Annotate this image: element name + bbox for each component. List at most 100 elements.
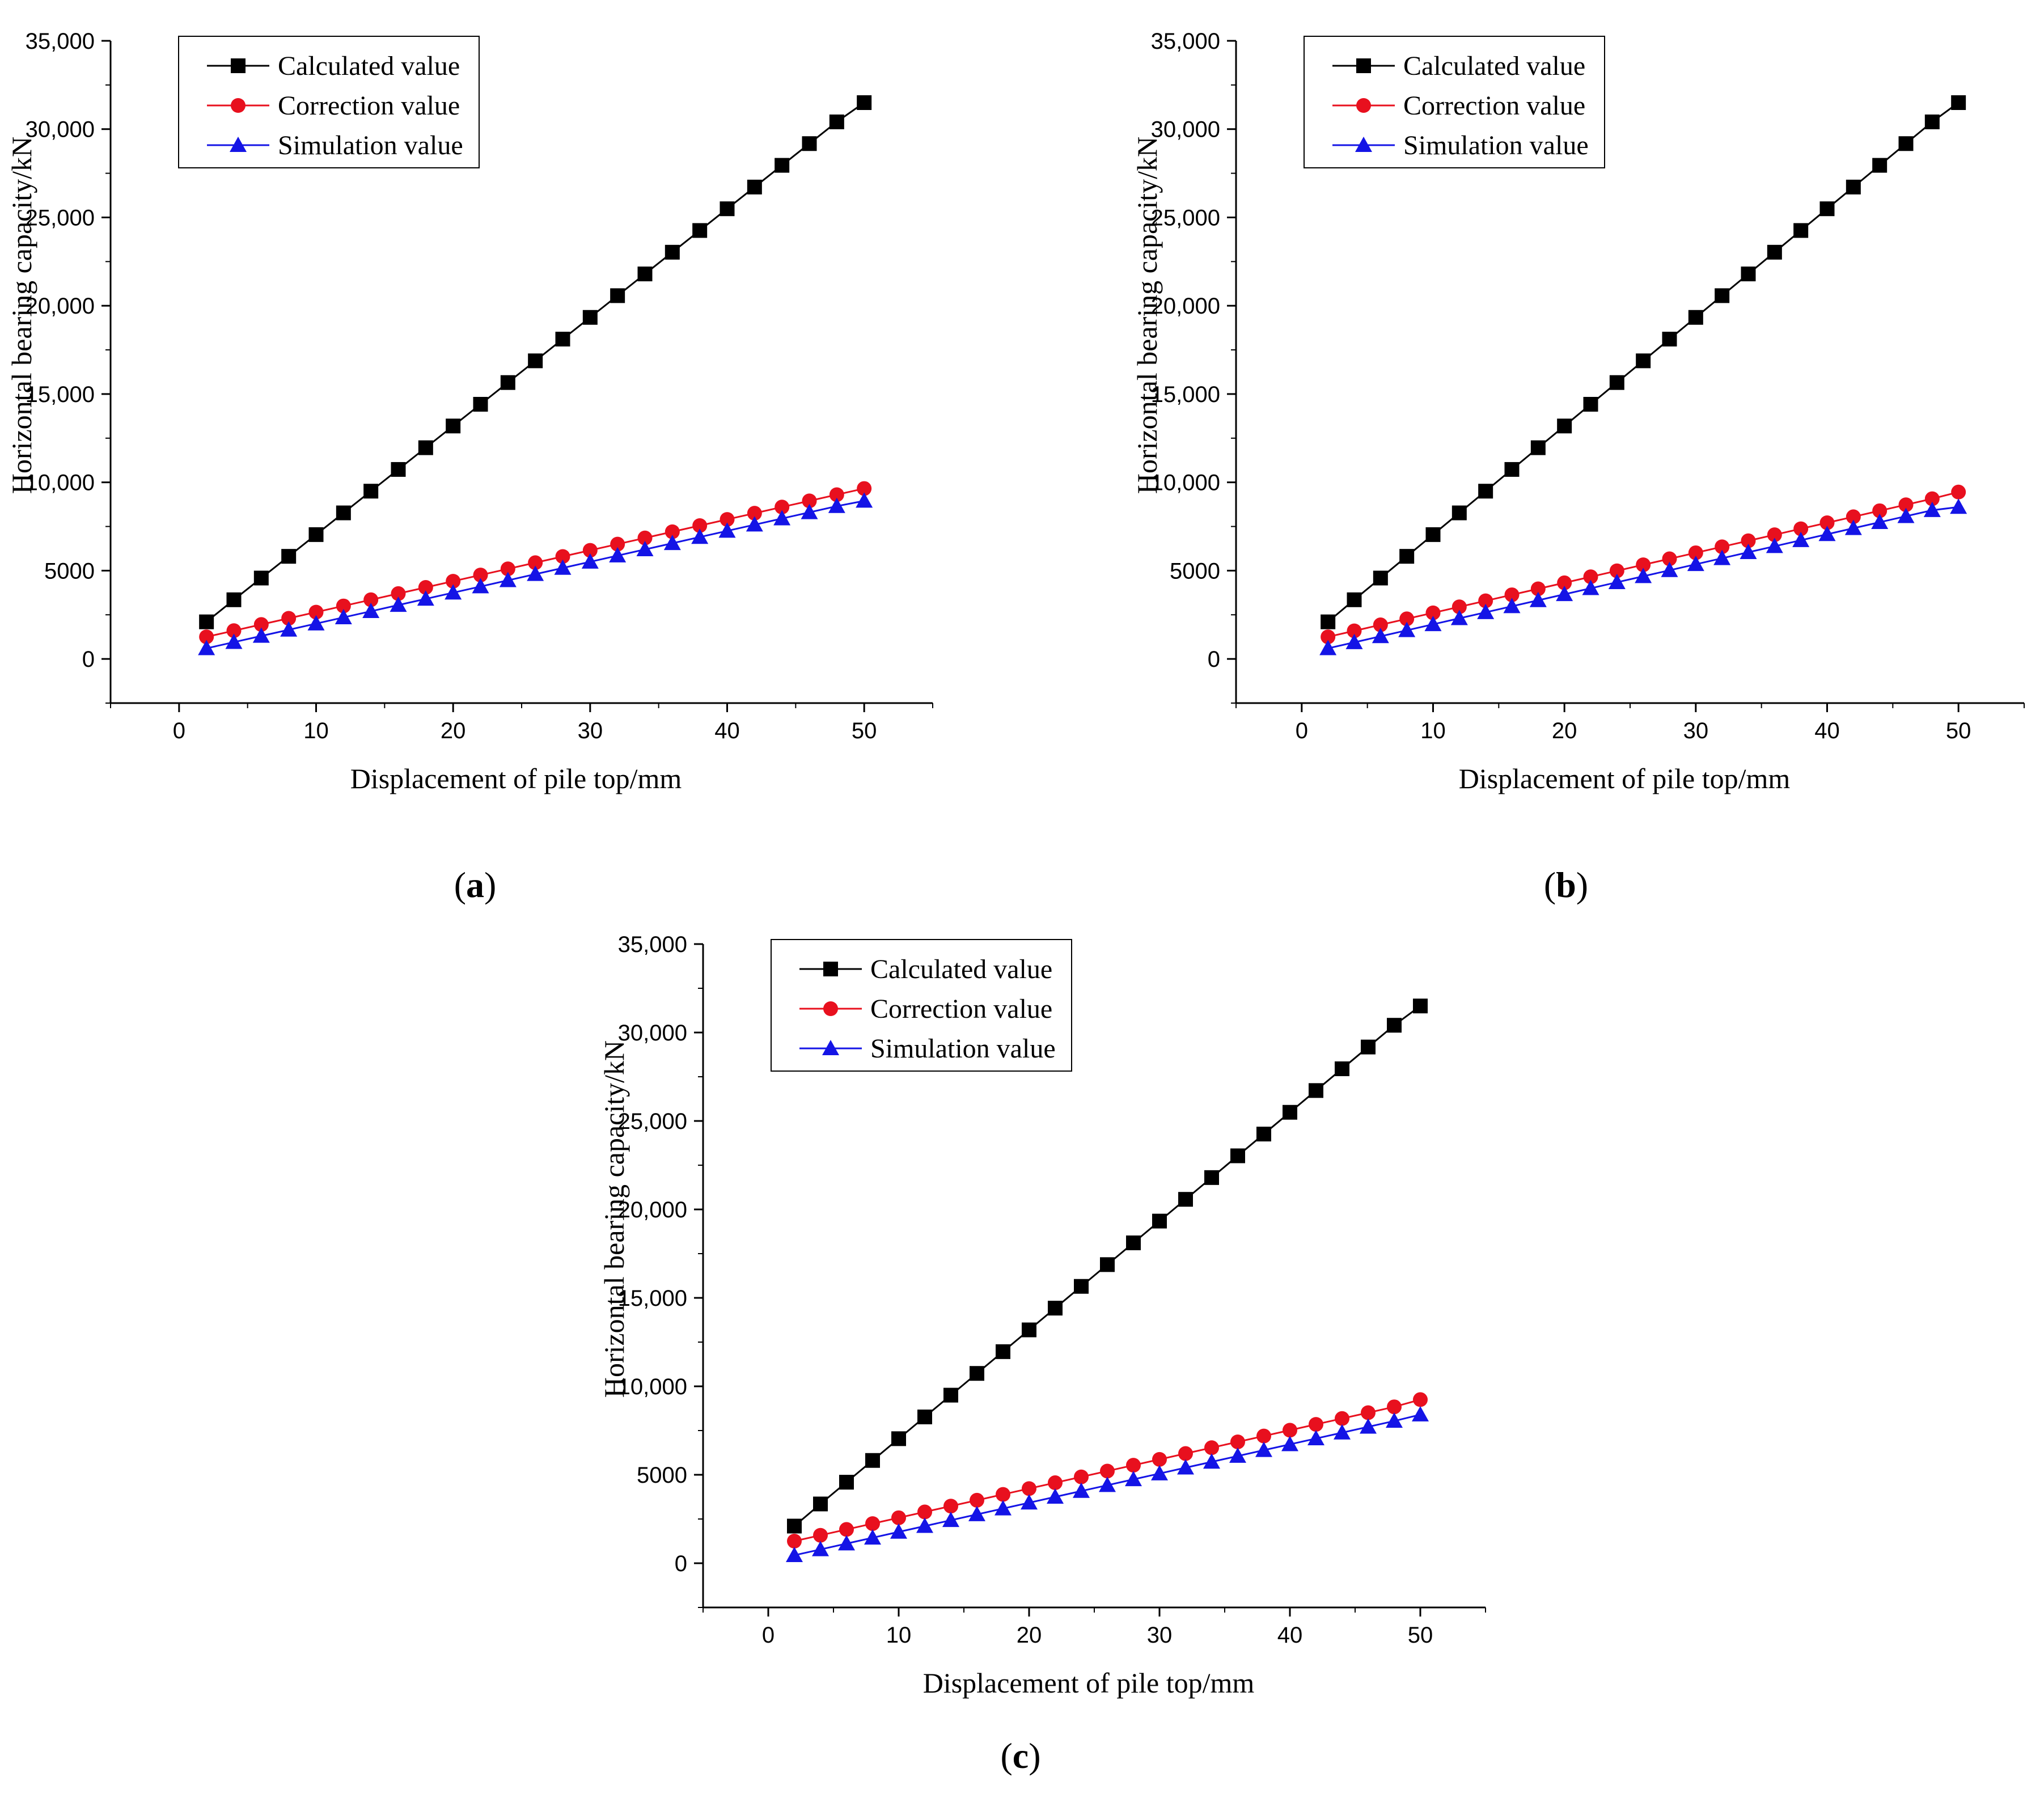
data-point-correction — [720, 512, 735, 527]
chart-panel-a: 0 5000 10,000 15,000 20,000 25,000 30,000 35,00… — [6, 29, 933, 905]
legend-marker-simulation — [822, 1040, 839, 1055]
data-point-correction — [1178, 1446, 1193, 1461]
data-point-calculated — [1451, 505, 1467, 521]
data-point-simulation — [890, 1523, 907, 1539]
data-point-correction — [1100, 1463, 1115, 1479]
data-point-calculated — [281, 549, 297, 564]
data-point-correction — [1283, 1423, 1297, 1438]
data-point-correction — [1451, 599, 1467, 615]
data-point-correction — [747, 506, 762, 521]
data-point-correction — [336, 598, 351, 613]
data-point-simulation — [746, 516, 763, 532]
data-point-calculated — [1530, 440, 1546, 455]
data-point-correction — [610, 536, 625, 552]
data-point-simulation — [864, 1529, 881, 1545]
x-tick-label: 30 — [1683, 718, 1709, 743]
data-point-correction — [1152, 1452, 1167, 1467]
y-tick-label: 30,000 — [26, 117, 95, 142]
data-point-correction — [1688, 545, 1703, 560]
legend-label-calculated: Calculated value — [278, 51, 460, 81]
data-point-simulation — [307, 615, 325, 631]
data-point-correction — [1074, 1469, 1089, 1484]
data-point-calculated — [1583, 396, 1598, 412]
data-point-simulation — [1334, 1424, 1351, 1440]
data-point-correction — [253, 617, 269, 632]
x-tick-label: 40 — [1277, 1623, 1303, 1648]
y-tick-label: 5000 — [44, 558, 95, 583]
data-point-correction — [775, 500, 790, 515]
data-point-correction — [787, 1534, 802, 1548]
data-point-simulation — [1687, 556, 1704, 572]
data-point-simulation — [916, 1517, 933, 1533]
y-tick-label: 35,000 — [1151, 29, 1220, 54]
data-point-calculated — [1387, 1018, 1402, 1033]
data-point-simulation — [1450, 610, 1468, 625]
data-point-correction — [1924, 491, 1940, 506]
data-point-calculated — [1100, 1257, 1115, 1272]
data-point-simulation — [663, 535, 681, 551]
legend-label-correction: Correction value — [278, 91, 460, 121]
y-tick-label: 35,000 — [618, 932, 687, 957]
data-point-correction — [1609, 563, 1624, 578]
legend-marker-simulation — [1355, 137, 1372, 152]
data-point-correction — [308, 604, 324, 620]
data-point-correction — [1819, 515, 1835, 530]
data-point-simulation — [252, 627, 270, 643]
data-point-correction — [1335, 1411, 1349, 1426]
data-point-calculated — [829, 114, 844, 129]
data-point-simulation — [1503, 598, 1521, 613]
data-point-calculated — [582, 310, 598, 325]
data-point-calculated — [996, 1344, 1010, 1359]
data-point-calculated — [787, 1518, 802, 1534]
data-point-calculated — [1413, 998, 1428, 1014]
data-point-calculated — [970, 1366, 984, 1381]
data-point-correction — [692, 518, 708, 533]
data-point-calculated — [1819, 201, 1835, 217]
data-point-calculated — [610, 288, 625, 303]
data-point-calculated — [1636, 353, 1651, 369]
data-point-simulation — [995, 1500, 1012, 1516]
data-point-correction — [1715, 539, 1730, 555]
x-tick-label: 40 — [714, 718, 740, 743]
data-point-simulation — [527, 565, 544, 581]
data-point-correction — [943, 1499, 958, 1514]
y-tick-label: 10,000 — [618, 1374, 687, 1399]
data-point-calculated — [1048, 1301, 1063, 1316]
data-point-correction — [1309, 1417, 1323, 1432]
y-tick-label: 35,000 — [26, 29, 95, 54]
data-point-correction — [637, 530, 653, 545]
data-point-calculated — [1283, 1105, 1297, 1120]
axes-a: 0 5000 10,000 15,000 20,000 25,000 30,000 35,00… — [26, 29, 933, 743]
y-tick-label: 5000 — [1170, 558, 1220, 583]
data-point-calculated — [1335, 1061, 1349, 1076]
y-tick-label: 0 — [675, 1551, 687, 1576]
chart-panel-b: 0 5000 10,000 15,000 20,000 25,000 30,000 35,00… — [1131, 29, 2025, 905]
x-tick-label: 50 — [852, 718, 877, 743]
data-point-correction — [891, 1510, 906, 1525]
legend-marker-correction — [1356, 98, 1371, 113]
data-point-simulation — [1608, 573, 1626, 589]
data-point-correction — [418, 579, 433, 595]
y-tick-label: 25,000 — [1151, 205, 1220, 230]
panel-caption-a: (a) — [454, 865, 497, 905]
data-point-simulation — [1073, 1482, 1090, 1498]
x-tick-label: 0 — [762, 1623, 775, 1648]
data-point-simulation — [280, 621, 298, 637]
data-point-simulation — [1792, 531, 1810, 547]
data-point-calculated — [391, 462, 406, 477]
data-point-correction — [391, 586, 406, 601]
data-point-calculated — [747, 179, 762, 194]
data-point-calculated — [446, 418, 461, 434]
data-point-simulation — [499, 572, 517, 587]
data-point-calculated — [839, 1475, 854, 1490]
legend-label-simulation: Simulation value — [870, 1034, 1056, 1064]
data-point-simulation — [1766, 538, 1783, 553]
data-point-calculated — [720, 201, 735, 217]
data-point-simulation — [1203, 1453, 1220, 1469]
data-point-simulation — [1950, 498, 1967, 514]
data-point-calculated — [1361, 1039, 1376, 1055]
data-point-correction — [555, 549, 570, 564]
data-point-simulation — [1871, 514, 1889, 530]
y-axis-label: Horizontal bearing capacity/kN — [6, 137, 37, 494]
